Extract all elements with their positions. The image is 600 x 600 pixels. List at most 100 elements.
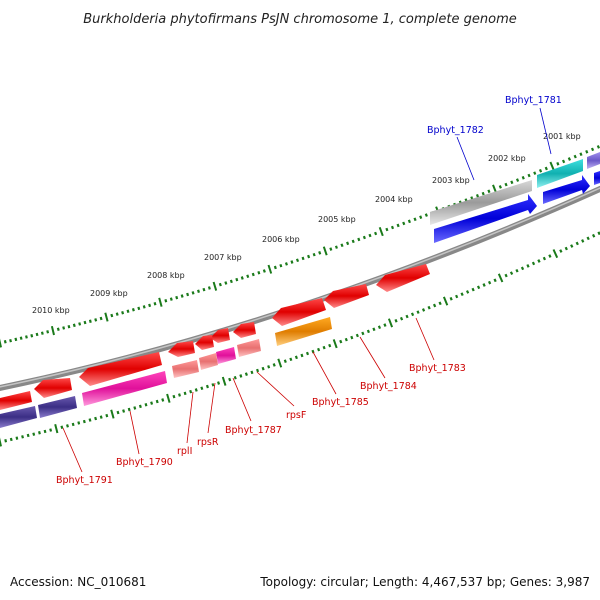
label-bphyt-1785[interactable]: Bphyt_1785 [312,397,369,408]
outer-scale-minor-tick [515,178,520,182]
inner-scale-minor-tick [94,416,98,421]
inner-scale-minor-tick [161,398,165,402]
outer-scale-major-tick [104,312,109,322]
gene-bphyt-1791[interactable] [34,378,72,398]
gene-bphyt-1790-lower[interactable] [82,371,167,406]
inner-scale-minor-tick [138,404,142,409]
inner-scale-minor-tick [575,241,579,246]
inner-scale-minor-tick [493,278,497,283]
outer-scale-minor-tick [137,306,141,311]
gene-blue-forward[interactable] [434,194,537,243]
gene-bphyt-1787[interactable] [210,328,230,343]
outer-scale-minor-tick [475,194,480,198]
inner-scale-minor-tick [482,283,486,287]
inner-scale-minor-tick [410,312,415,317]
label-rpli[interactable]: rplI [177,446,192,457]
outer-scale-minor-tick [218,282,222,287]
outer-scale-minor-tick [251,272,255,277]
outer-scale-minor-tick [115,312,119,316]
inner-scale-minor-tick [105,413,109,418]
gene-bphyt-1791-lower[interactable] [38,396,77,418]
inner-scale-minor-tick [233,375,237,380]
outer-scale-minor-tick [527,173,531,178]
outer-scale-minor-tick [229,279,233,284]
leader-bphyt-1781 [539,107,552,155]
gene-left-navy[interactable] [0,406,37,428]
gene-bphyt-1783[interactable] [376,264,430,292]
gene-left-red[interactable] [0,391,32,410]
gene-rpli-lower[interactable] [172,360,199,378]
gene-blue-forward-3[interactable] [594,171,600,185]
label-bphyt-1781[interactable]: Bphyt_1781 [505,95,562,106]
gene-rpsf-lower[interactable] [237,339,261,357]
outer-scale-minor-tick [110,313,114,318]
outer-scale-major-tick [322,246,328,256]
inner-scale-major-tick [110,409,115,419]
gene-bphyt-1790[interactable] [79,352,162,386]
leader-rpsf [256,371,295,407]
scale-label-2001: 2001 kbp [543,132,581,141]
inner-scale-minor-tick [317,347,321,352]
gene-bphyt-1785-lower[interactable] [275,317,332,346]
gene-bphyt-1782-forward[interactable] [430,180,532,225]
inner-scale-minor-tick [144,403,148,407]
inner-scale-minor-tick [339,339,343,344]
inner-scale-minor-tick [77,421,81,425]
inner-scale-minor-tick [133,406,137,410]
inner-scale-minor-tick [122,409,126,413]
gene-bphyt-1784[interactable] [324,284,369,308]
gene-blue-forward-2[interactable] [543,175,590,204]
outer-scale-minor-tick [14,337,18,342]
outer-scale-minor-tick [191,291,195,295]
inner-scale-minor-tick [570,244,574,248]
label-bphyt-1784[interactable]: Bphyt_1784 [360,381,417,392]
outer-scale-minor-tick [556,161,560,166]
outer-scale-minor-tick [148,303,152,308]
outer-scale-minor-tick [561,159,566,164]
outer-scale-minor-tick [273,265,277,270]
gene-bphyt-1787-lower[interactable] [216,347,236,364]
inner-scale-minor-tick [256,368,260,373]
outer-scale-minor-tick [279,263,283,268]
outer-scale-minor-tick [262,269,266,273]
inner-scale-minor-tick [344,337,348,342]
label-bphyt-1787[interactable]: Bphyt_1787 [225,425,282,436]
outer-scale-minor-tick [121,311,125,315]
gene-rpsr-lower[interactable] [199,353,218,370]
inner-scale-minor-tick [99,415,103,419]
inner-scale-minor-tick [476,285,481,290]
scale-label-2009: 2009 kbp [90,289,128,298]
outer-scale-minor-tick [240,276,244,280]
outer-scale-minor-tick [533,171,537,175]
inner-scale-minor-tick [194,388,198,392]
outer-scale-major-tick [50,325,55,336]
label-rpsr[interactable]: rpsR [197,437,219,448]
inner-scale-minor-tick [399,316,404,321]
label-bphyt-1783[interactable]: Bphyt_1783 [409,363,466,374]
outer-scale-minor-tick [329,247,333,251]
gene-rpsr[interactable] [195,335,214,350]
outer-scale-minor-tick [340,243,344,248]
outer-scale-minor-tick [284,262,288,266]
outer-scale-minor-tick [9,338,12,343]
inner-scale-minor-tick [66,424,69,428]
inner-scale-minor-tick [504,273,508,278]
inner-scale-minor-tick [32,432,36,436]
leader-bphyt-1782 [456,136,475,181]
inner-scale-minor-tick [127,407,131,412]
inner-scale-minor-tick [455,294,459,299]
gene-lavender-forward[interactable] [587,152,600,169]
gene-rpsf[interactable] [233,322,256,338]
gene-bphyt-1785[interactable] [272,298,326,326]
outer-scale-minor-tick [307,254,311,259]
label-rpsf[interactable]: rpsF [286,410,306,421]
inner-scale-minor-tick [427,305,431,310]
outer-scale-minor-tick [424,213,428,217]
label-bphyt-1790[interactable]: Bphyt_1790 [116,457,173,468]
label-bphyt-1782[interactable]: Bphyt_1782 [427,125,484,136]
inner-scale-minor-tick [586,236,590,241]
scale-label-2007: 2007 kbp [204,253,242,262]
gene-rpli[interactable] [168,341,195,357]
label-bphyt-1791[interactable]: Bphyt_1791 [56,475,113,486]
gene-bphyt-1781-forward[interactable] [537,159,583,188]
